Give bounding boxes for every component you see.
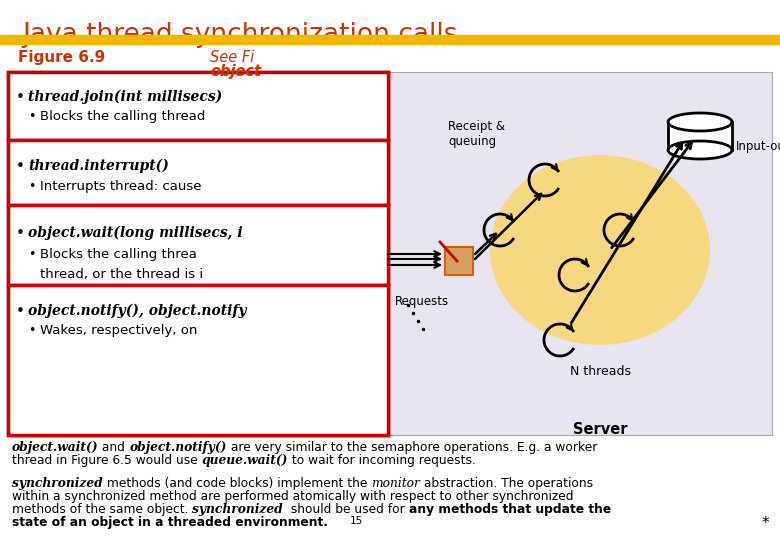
Text: synchronized: synchronized bbox=[193, 503, 283, 516]
Text: Input-output: Input-output bbox=[736, 140, 780, 153]
Text: Blocks the calling thread: Blocks the calling thread bbox=[40, 110, 205, 123]
Text: and: and bbox=[98, 441, 129, 454]
Text: See Fi: See Fi bbox=[210, 50, 254, 65]
Text: 15: 15 bbox=[350, 516, 363, 526]
Text: Interrupts thread: cause: Interrupts thread: cause bbox=[40, 180, 201, 193]
Text: queue.wait(): queue.wait() bbox=[201, 454, 288, 467]
Bar bbox=[8, 140, 388, 205]
Text: Receipt &
queuing: Receipt & queuing bbox=[448, 120, 505, 148]
Text: monitor: monitor bbox=[371, 477, 420, 490]
Bar bbox=[8, 72, 388, 140]
Bar bbox=[8, 72, 388, 435]
Text: Java thread synchronization calls: Java thread synchronization calls bbox=[22, 22, 458, 48]
Bar bbox=[445, 247, 473, 275]
Text: object.wait(): object.wait() bbox=[12, 441, 98, 454]
Text: Figure 6.9: Figure 6.9 bbox=[18, 50, 105, 65]
Ellipse shape bbox=[490, 155, 710, 345]
Text: •: • bbox=[28, 110, 35, 123]
Text: should be used for: should be used for bbox=[283, 503, 409, 516]
Text: to wait for incoming requests.: to wait for incoming requests. bbox=[288, 454, 476, 467]
Text: Server: Server bbox=[573, 422, 627, 437]
Text: Requests: Requests bbox=[395, 295, 449, 308]
Text: object.notify(): object.notify() bbox=[129, 441, 227, 454]
Text: are very similar to the semaphore operations. E.g. a worker: are very similar to the semaphore operat… bbox=[227, 441, 597, 454]
Text: state of an object in a threaded environment.: state of an object in a threaded environ… bbox=[12, 516, 328, 529]
Text: object: object bbox=[210, 64, 261, 79]
Bar bbox=[0, 35, 780, 44]
Text: methods (and code blocks) implement the: methods (and code blocks) implement the bbox=[103, 477, 371, 490]
Text: thread.interrupt(): thread.interrupt() bbox=[28, 159, 169, 173]
Text: abstraction. The operations: abstraction. The operations bbox=[420, 477, 593, 490]
Text: *: * bbox=[762, 516, 770, 531]
Bar bbox=[8, 205, 388, 285]
Text: methods of the same object.: methods of the same object. bbox=[12, 503, 193, 516]
Ellipse shape bbox=[668, 113, 732, 131]
Text: •: • bbox=[16, 90, 25, 105]
Text: any methods that update the: any methods that update the bbox=[409, 503, 611, 516]
Text: thread.join(int millisecs): thread.join(int millisecs) bbox=[28, 90, 222, 104]
Text: thread, or the thread is i: thread, or the thread is i bbox=[40, 268, 203, 281]
Ellipse shape bbox=[668, 141, 732, 159]
Text: N threads: N threads bbox=[569, 365, 630, 378]
Text: object.wait(long millisecs, i: object.wait(long millisecs, i bbox=[28, 226, 243, 240]
Text: thread in Figure 6.5 would use: thread in Figure 6.5 would use bbox=[12, 454, 201, 467]
Text: synchronized: synchronized bbox=[12, 477, 103, 490]
Bar bbox=[668, 122, 732, 150]
Text: Wakes, respectively, on: Wakes, respectively, on bbox=[40, 324, 197, 337]
Text: object.notify(), object.notify: object.notify(), object.notify bbox=[28, 304, 246, 319]
Text: within a synchronized method are performed atomically with respect to other sync: within a synchronized method are perform… bbox=[12, 490, 573, 503]
Bar bbox=[8, 72, 772, 435]
Text: •: • bbox=[28, 324, 35, 337]
Bar bbox=[8, 285, 388, 435]
Text: Blocks the calling threa: Blocks the calling threa bbox=[40, 248, 197, 261]
Text: •: • bbox=[16, 304, 25, 319]
Text: •: • bbox=[28, 180, 35, 193]
Text: •: • bbox=[16, 226, 25, 241]
Text: •: • bbox=[16, 159, 25, 174]
Text: •: • bbox=[28, 248, 35, 261]
